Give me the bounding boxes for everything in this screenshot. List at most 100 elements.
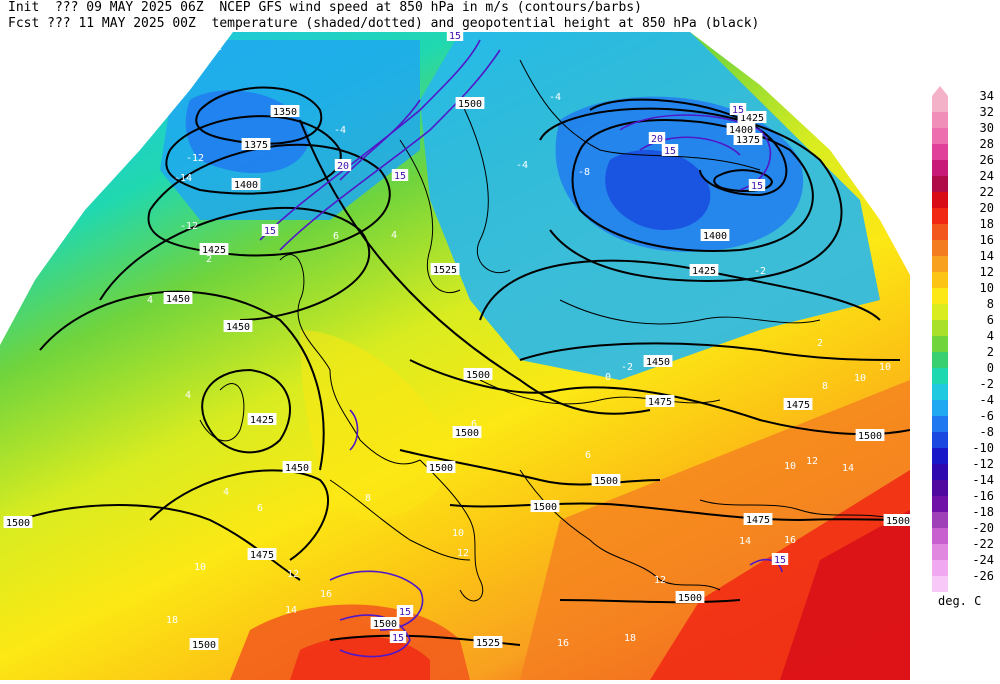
colorbar-swatch xyxy=(932,224,948,240)
height-contour-label: 1450 xyxy=(646,357,670,368)
colorbar-swatch xyxy=(932,368,948,384)
temperature-contour-label: 6 xyxy=(257,503,263,514)
colorbar-tick-label: 24 xyxy=(980,169,994,183)
colorbar-tick-label: -2 xyxy=(980,377,994,391)
height-contour-label: 1500 xyxy=(455,428,479,439)
colorbar-tick-label: 20 xyxy=(980,201,994,215)
colorbar-swatch xyxy=(932,208,948,224)
colorbar-swatch xyxy=(932,336,948,352)
colorbar-tick-label: 32 xyxy=(980,105,994,119)
temperature-contour-label: 6 xyxy=(585,450,591,461)
colorbar-tick-label: 4 xyxy=(987,329,994,343)
height-contour-label: 1500 xyxy=(678,593,702,604)
temperature-contour-label: 16 xyxy=(557,638,569,649)
height-contour-label: 1475 xyxy=(786,400,810,411)
colorbar-tick-label: 34 xyxy=(980,89,994,103)
header-line-init: Init ??? 09 MAY 2025 06Z NCEP GFS wind s… xyxy=(8,0,642,15)
height-contour-label: 1425 xyxy=(202,245,226,256)
colorbar-tick-label: -26 xyxy=(972,569,994,583)
height-contour-label: 1425 xyxy=(740,113,764,124)
temperature-contour-label: 18 xyxy=(166,615,178,626)
temperature-contour-label: 12 xyxy=(457,548,469,559)
height-contour-label: 1400 xyxy=(234,180,258,191)
temperature-contour-label: 10 xyxy=(879,362,891,373)
height-contour-label: 1500 xyxy=(886,516,910,527)
temperature-contour-label: -4 xyxy=(334,125,346,136)
colorbar-swatch xyxy=(932,320,948,336)
colorbar-swatch xyxy=(932,560,948,576)
height-contour-label: 1500 xyxy=(373,619,397,630)
wind-contour-label: 20 xyxy=(651,134,663,145)
height-contour-label: 1425 xyxy=(250,415,274,426)
wind-contour-label: 15 xyxy=(399,607,411,618)
wind-contour-label: 15 xyxy=(392,633,404,644)
temperature-contour-label: 10 xyxy=(784,461,796,472)
height-contour-label: 1475 xyxy=(648,397,672,408)
wind-contour-label: 15 xyxy=(264,226,276,237)
temperature-contour-label: 12 xyxy=(654,575,666,586)
colorbar-swatch xyxy=(932,304,948,320)
height-contour-label: 1500 xyxy=(429,463,453,474)
colorbar-swatch xyxy=(932,464,948,480)
temperature-contour-label: 10 xyxy=(854,373,866,384)
colorbar-tick-label: -18 xyxy=(972,505,994,519)
colorbar-units: deg. C xyxy=(938,594,982,608)
temperature-contour-label: 16 xyxy=(784,535,796,546)
colorbar-swatch xyxy=(932,352,948,368)
colorbar-swatch xyxy=(932,240,948,256)
wind-contour-label: 15 xyxy=(751,181,763,192)
height-contour-label: 1500 xyxy=(594,476,618,487)
height-contour-label: 1525 xyxy=(433,265,457,276)
temperature-contour-label: 4 xyxy=(391,230,397,241)
colorbar-tick-label: 18 xyxy=(980,217,994,231)
temperature-contour-label: -4 xyxy=(516,160,528,171)
height-contour-label: 1500 xyxy=(458,99,482,110)
colorbar-tick-label: -24 xyxy=(972,553,994,567)
colorbar-tick-label: 0 xyxy=(987,361,994,375)
height-contour-label: 1475 xyxy=(250,550,274,561)
wind-contour-label: 15 xyxy=(449,31,461,42)
wind-contour-label: 15 xyxy=(774,555,786,566)
height-contour-label: 1500 xyxy=(6,518,30,529)
height-contour-label: 1400 xyxy=(729,125,753,136)
height-contour-label: 1500 xyxy=(533,502,557,513)
colorbar-tick-label: -22 xyxy=(972,537,994,551)
wind-contour-label: 20 xyxy=(337,161,349,172)
temperature-contour-label: 16 xyxy=(320,589,332,600)
colorbar-tick-label: -14 xyxy=(972,473,994,487)
temperature-contour-label: 4 xyxy=(147,295,153,306)
temperature-contour-label: 8 xyxy=(365,493,371,504)
colorbar-swatch xyxy=(932,192,948,208)
colorbar-tick-label: 8 xyxy=(987,297,994,311)
header-line-forecast: Fcst ??? 11 MAY 2025 00Z temperature (sh… xyxy=(8,16,760,31)
temperature-contour-label: 2 xyxy=(206,254,212,265)
temperature-contour-label: 10 xyxy=(194,562,206,573)
height-contour-label: 1350 xyxy=(273,107,297,118)
height-contour-label: 1500 xyxy=(192,640,216,651)
temperature-contour-label: 8 xyxy=(822,381,828,392)
colorbar-swatch xyxy=(932,480,948,496)
temperature-contour-label: 2 xyxy=(817,338,823,349)
height-contour-label: 1475 xyxy=(746,515,770,526)
colorbar-swatch xyxy=(932,544,948,560)
colorbar-tick-label: 30 xyxy=(980,121,994,135)
temperature-contour-label: 14 xyxy=(285,605,297,616)
temperature-contour-label: -2 xyxy=(210,42,222,53)
temperature-contour-label: 4 xyxy=(185,390,191,401)
temperature-contour-label: -12 xyxy=(186,153,204,164)
temperature-contour-label: 10 xyxy=(452,528,464,539)
colorbar-tick-label: 14 xyxy=(980,249,994,263)
height-contour-label: 1400 xyxy=(703,231,727,242)
colorbar-tick-label: -16 xyxy=(972,489,994,503)
height-contour-label: 1450 xyxy=(226,322,250,333)
colorbar-tick-label: 6 xyxy=(987,313,994,327)
colorbar-tick-label: 10 xyxy=(980,281,994,295)
colorbar-swatch xyxy=(932,448,948,464)
temperature-contour-label: -2 xyxy=(621,362,633,373)
colorbar-swatch xyxy=(932,96,948,112)
colorbar-tick-label: 2 xyxy=(987,345,994,359)
colorbar-tick-label: 26 xyxy=(980,153,994,167)
wind-contour-label: 15 xyxy=(732,105,744,116)
